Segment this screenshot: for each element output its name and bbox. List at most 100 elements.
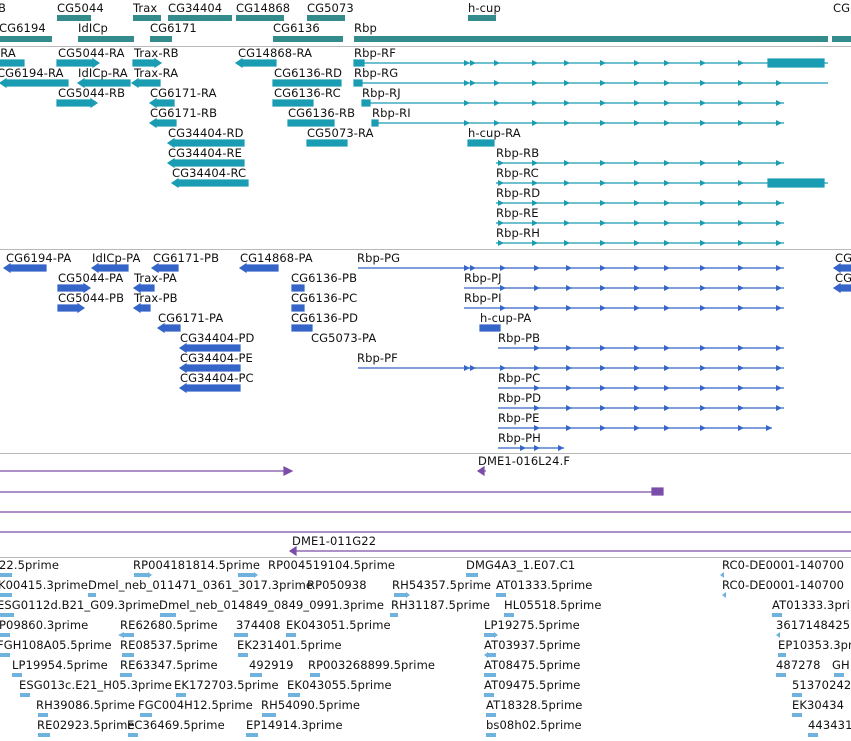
est-label[interactable]: AT03937.5prime (484, 638, 581, 652)
transcript-label[interactable]: CG5073-RA (307, 126, 374, 140)
prediction-label[interactable]: CG6171-PA (158, 311, 224, 325)
est-label[interactable]: EK043055.5prime (287, 678, 392, 692)
clone-label[interactable]: DME1-016L24.F (478, 454, 571, 468)
est-label[interactable]: AT09475.5prime (484, 678, 581, 692)
est-label[interactable]: RC0-DE0001-140700 (722, 578, 845, 592)
est-label[interactable]: FGH108A05.5prime (0, 638, 112, 652)
est-label[interactable]: RE62680.5prime (120, 618, 218, 632)
est-label[interactable]: RH39086.5prime (36, 698, 136, 712)
est-label[interactable]: DMG4A3_1.E07.C1 (466, 558, 576, 572)
transcript-label[interactable]: h-cup-RA (468, 126, 521, 140)
gene-bar[interactable] (133, 15, 161, 21)
transcript-label[interactable]: CG34404-RE (168, 146, 242, 160)
prediction-label[interactable]: CG6194-PA (6, 251, 72, 265)
prediction-label[interactable]: Rbp-PE (498, 411, 540, 425)
est-label[interactable]: 492919 (249, 658, 294, 672)
est-label[interactable]: EK172703.5prime (174, 678, 279, 692)
transcript-label[interactable]: B-RA (0, 47, 16, 60)
est-label[interactable]: EP10353.3prime (778, 638, 851, 652)
transcript-label[interactable]: CG34404-RC (172, 166, 247, 180)
est-label[interactable]: 22.5prime (0, 558, 60, 572)
est-label[interactable]: EK30434 (792, 698, 845, 712)
transcript-label[interactable]: CG6171-RB (150, 106, 218, 120)
est-label[interactable]: RH31187.5prime (391, 598, 491, 612)
gene-bar[interactable] (78, 36, 134, 42)
prediction-label[interactable]: CG (835, 251, 851, 265)
est-label[interactable]: Dmel_neb_014849_0849_0991.3prime (159, 598, 385, 612)
prediction-label[interactable]: IdICp-PA (92, 251, 141, 265)
transcript-label[interactable]: CG5044-RA (58, 47, 125, 60)
est-label[interactable]: RE02923.5prime (37, 718, 135, 732)
prediction-label[interactable]: CG5044-PB (58, 291, 125, 305)
prediction-label[interactable]: Rbp-PB (498, 331, 541, 345)
est-label[interactable]: P09860.3prime (0, 618, 89, 632)
transcript-label[interactable]: Rbp-RE (496, 206, 539, 220)
transcript-label[interactable]: Trax-RB (134, 47, 179, 60)
prediction-label[interactable]: CG6136-PC (291, 291, 358, 305)
est-label[interactable]: HL05518.5prime (504, 598, 602, 612)
est-label[interactable]: Dmel_neb_011471_0361_3017.3prime (88, 578, 314, 592)
est-label[interactable]: RP004181814.5prime (133, 558, 261, 572)
prediction-label[interactable]: CG34404-PD (180, 331, 255, 345)
transcript-label[interactable]: CG6171-RA (150, 86, 217, 100)
transcript-label[interactable]: Trax-RA (134, 66, 179, 80)
est-label[interactable]: 51370242 (792, 678, 851, 692)
gene-bar[interactable] (57, 15, 91, 21)
gene-bar[interactable] (168, 15, 232, 21)
prediction-label[interactable]: Rbp-PI (464, 291, 502, 305)
gene-bar[interactable] (0, 36, 52, 42)
est-label[interactable]: AT18328.5prime (486, 698, 583, 712)
est-label[interactable]: EK231401.5prime (237, 638, 342, 652)
est-label[interactable]: RP004519104.5prime (268, 558, 396, 572)
transcript-label[interactable]: CG6194-RA (0, 66, 64, 80)
prediction-label[interactable]: CG6136-PD (291, 311, 359, 325)
prediction-label[interactable]: Rbp-PH (498, 431, 541, 445)
est-label[interactable]: 374408 (236, 618, 281, 632)
transcript-label[interactable]: Rbp-RJ (362, 86, 401, 100)
gene-bar[interactable] (273, 36, 343, 42)
prediction-label[interactable]: CG6136-PB (291, 271, 358, 285)
est-label[interactable]: 487278 (776, 658, 821, 672)
gene-bar[interactable] (150, 36, 172, 42)
est-label[interactable]: RH54357.5prime (392, 578, 492, 592)
est-label[interactable]: RC0-DE0001-140700 (722, 558, 845, 572)
transcript-label[interactable]: IdICp-RA (78, 66, 128, 80)
est-label[interactable]: LP19275.5prime (484, 618, 580, 632)
est-label[interactable]: ESG013c.E21_H05.3prime (19, 678, 173, 692)
est-label[interactable]: K00415.3prime (0, 578, 88, 592)
prediction-label[interactable]: CG34404-PE (180, 351, 253, 365)
est-label[interactable]: RH54090.5prime (261, 698, 361, 712)
est-label[interactable]: RE08537.5prime (120, 638, 218, 652)
transcript-label[interactable]: Rbp-RG (354, 66, 399, 80)
gene-bar[interactable] (832, 36, 851, 42)
prediction-label[interactable]: h-cup-PA (480, 311, 532, 325)
est-label[interactable]: RE63347.5prime (120, 658, 218, 672)
prediction-label[interactable]: Rbp-PJ (464, 271, 502, 285)
prediction-label[interactable]: CG34404-PC (180, 371, 254, 385)
transcript-label[interactable]: Rbp-RI (372, 106, 411, 120)
prediction-label[interactable]: Rbp-PD (498, 391, 542, 405)
transcript-label[interactable]: CG5044-RB (58, 86, 126, 100)
prediction-label[interactable]: Rbp-PF (357, 351, 398, 365)
est-label[interactable]: FGC004H12.5prime (138, 698, 253, 712)
gene-bar[interactable] (354, 36, 828, 42)
transcript-label[interactable]: CG34404-RD (168, 126, 244, 140)
est-label[interactable]: 3617148425 (776, 618, 851, 632)
est-label[interactable]: GH (832, 658, 850, 672)
est-label[interactable]: AT01333.5prime (496, 578, 593, 592)
transcript-label[interactable]: CG6136-RD (274, 66, 343, 80)
transcript-label[interactable]: Rbp-RH (496, 226, 540, 240)
gene-bar[interactable] (468, 15, 496, 21)
est-label[interactable]: AT08475.5prime (484, 658, 581, 672)
transcript-label[interactable]: CG14868-RA (238, 47, 313, 60)
est-label[interactable]: RP050938 (307, 578, 367, 592)
est-label[interactable]: 443431 (808, 718, 851, 732)
gene-bar[interactable] (236, 15, 284, 21)
transcript-label[interactable]: CG6136-RC (274, 86, 341, 100)
transcript-label[interactable]: Rbp-RC (496, 166, 539, 180)
prediction-label[interactable]: Rbp-PG (357, 251, 401, 265)
transcript-label[interactable]: Rbp-RB (496, 146, 540, 160)
est-label[interactable]: EK043051.5prime (286, 618, 391, 632)
est-label[interactable]: ESG0112d.B21_G09.3prime (0, 598, 160, 612)
est-label[interactable]: LP19954.5prime (12, 658, 108, 672)
